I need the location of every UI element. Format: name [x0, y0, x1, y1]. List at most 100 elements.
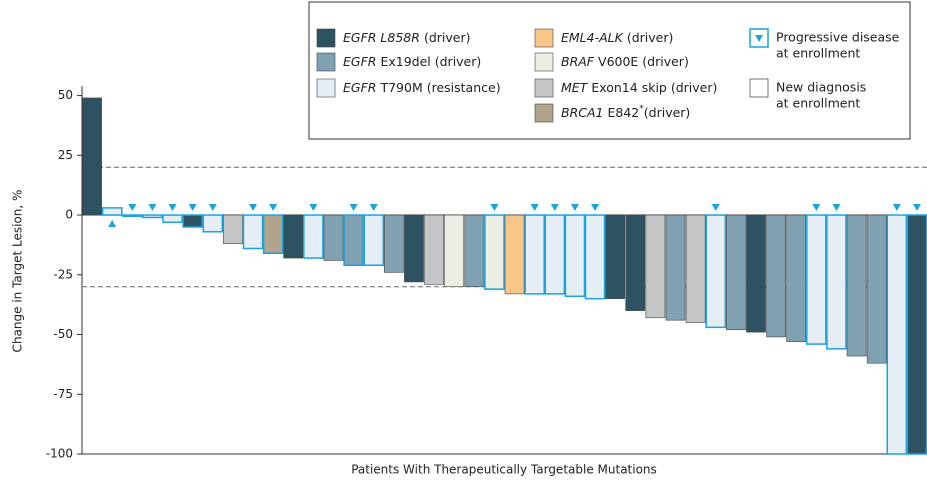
- bar: [82, 97, 102, 216]
- bar: [726, 214, 746, 331]
- legend-text-part: Exon14 skip (driver): [591, 80, 717, 95]
- legend-text-part: BRCA1: [561, 105, 604, 120]
- legend-swatch: [534, 52, 554, 72]
- progressive-marker: [309, 204, 318, 212]
- legend-label: MET Exon14 skip (driver): [561, 80, 717, 95]
- x-axis-label: Patients With Therapeutically Targetable…: [351, 463, 657, 477]
- bar: [121, 214, 143, 217]
- bar: [303, 214, 324, 259]
- bar: [544, 214, 566, 295]
- progressive-marker: [570, 204, 579, 212]
- progressive-marker: [168, 204, 177, 212]
- legend-text-part: EGFR: [343, 80, 376, 95]
- legend-text-part: (driver): [644, 105, 691, 120]
- bar: [283, 214, 304, 259]
- legend-text-part: T790M (resistance): [379, 80, 500, 95]
- progressive-marker: [208, 204, 217, 212]
- bar: [746, 214, 766, 333]
- bar: [504, 214, 525, 295]
- progressive-marker: [550, 204, 559, 212]
- legend-label: at enrollment: [776, 46, 860, 61]
- y-tick-label: 25: [58, 148, 73, 162]
- progressive-marker: [812, 204, 821, 212]
- progressive-marker: [128, 204, 137, 212]
- bar: [886, 214, 908, 455]
- legend-text-part: (driver): [627, 30, 674, 45]
- bar: [524, 214, 545, 295]
- progressive-marker: [912, 204, 921, 212]
- bar: [665, 214, 686, 321]
- bar: [182, 214, 203, 228]
- legend-label: Progressive disease: [776, 30, 900, 45]
- y-tick-label: -50: [53, 327, 73, 341]
- legend-label: EGFR T790M (resistance): [343, 80, 501, 95]
- bar: [705, 214, 727, 329]
- legend-label: at enrollment: [776, 96, 860, 111]
- legend-text-part: MET: [561, 80, 589, 95]
- bar: [906, 214, 927, 455]
- bar: [786, 214, 807, 342]
- legend-text-part: EGFR: [343, 54, 376, 69]
- bar: [262, 214, 284, 255]
- bar: [343, 214, 364, 266]
- bar: [645, 214, 666, 319]
- legend-label: New diagnosis: [776, 80, 866, 95]
- legend-label: EGFR L858R (driver): [343, 30, 470, 45]
- legend-text-part: E842: [608, 105, 640, 120]
- bar: [242, 214, 264, 250]
- progressive-marker: [591, 204, 600, 212]
- bar: [424, 214, 444, 285]
- bar: [383, 214, 404, 273]
- legend-label: BRCA1 E842*(driver): [561, 104, 690, 120]
- bar: [464, 214, 485, 288]
- legend-swatch: [534, 78, 554, 98]
- bar: [223, 214, 243, 245]
- progressive-marker: [269, 204, 278, 212]
- bar: [404, 214, 424, 283]
- legend-swatch: [749, 78, 769, 98]
- legend-box: [308, 1, 911, 140]
- bar: [142, 214, 163, 219]
- bar: [625, 214, 646, 311]
- progressive-marker: [711, 204, 720, 212]
- progressive-marker: [148, 204, 157, 212]
- legend-text-part: (driver): [424, 30, 471, 45]
- legend-text-part: Ex19del (driver): [380, 54, 481, 69]
- legend-text-part: EGFR L858R: [343, 30, 420, 45]
- bar: [202, 214, 224, 233]
- bar: [846, 214, 867, 357]
- legend-swatch: [316, 28, 336, 48]
- legend-swatch: [534, 28, 554, 48]
- bar: [363, 214, 385, 266]
- legend-swatch: [316, 52, 336, 72]
- legend-swatch: [534, 103, 554, 123]
- bar: [766, 214, 786, 338]
- bar: [484, 214, 505, 290]
- progressive-marker: [892, 204, 901, 212]
- legend-text-part: *: [639, 104, 644, 114]
- bar: [685, 214, 706, 323]
- y-axis-label: Change in Target Lesion, %: [11, 190, 25, 353]
- legend-text-part: BRAF: [561, 54, 595, 69]
- bar: [162, 214, 183, 223]
- y-tick-label: -75: [53, 387, 73, 401]
- progressive-marker: [530, 204, 539, 212]
- bar: [584, 214, 606, 300]
- bar: [323, 214, 344, 261]
- bar: [806, 214, 827, 345]
- legend-text-part: V600E (driver): [598, 54, 689, 69]
- progressive-marker: [188, 204, 197, 212]
- bar: [605, 214, 626, 299]
- legend-marker: [755, 35, 763, 42]
- bar: [826, 214, 847, 350]
- progressive-marker: [249, 204, 258, 212]
- bar: [564, 214, 586, 298]
- progressive-marker: [490, 204, 499, 212]
- bar: [866, 214, 887, 364]
- legend-label: EML4-ALK (driver): [561, 30, 673, 45]
- y-tick-label: 50: [58, 88, 73, 102]
- bar: [101, 207, 123, 216]
- y-tick-label: -25: [53, 267, 73, 281]
- progressive-marker: [832, 204, 841, 212]
